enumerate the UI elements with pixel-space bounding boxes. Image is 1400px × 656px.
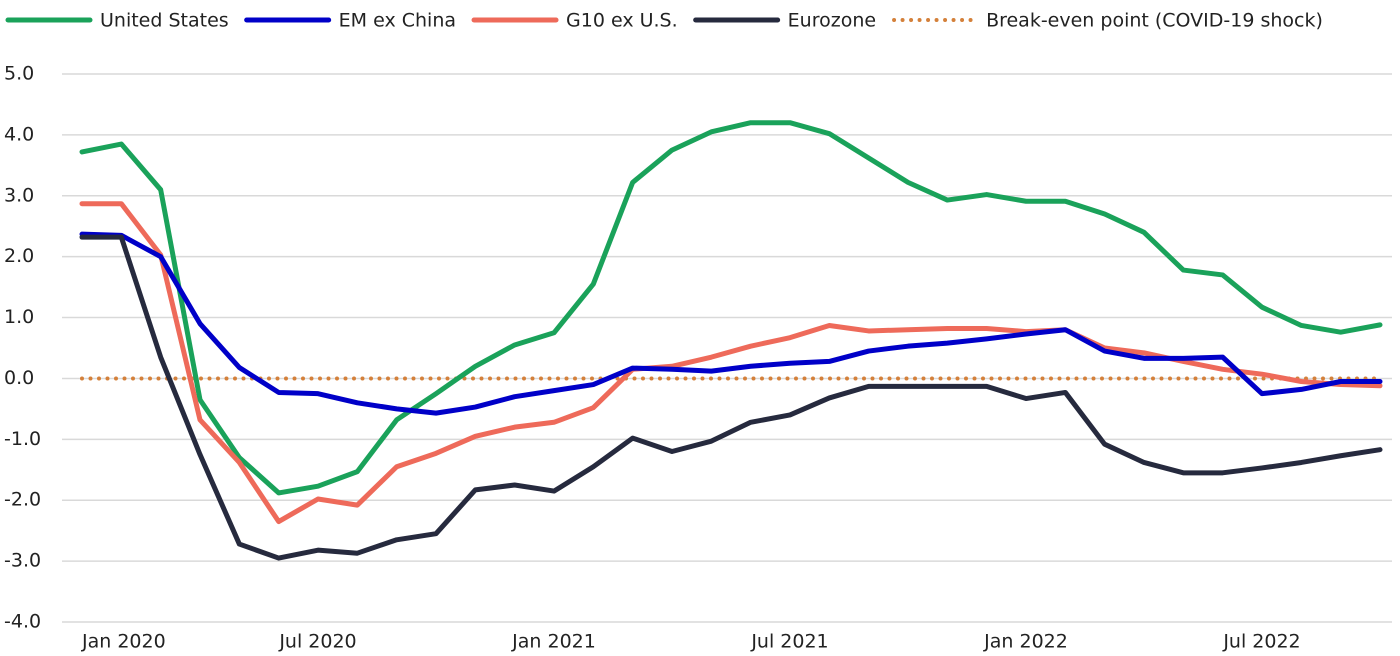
series-line [79, 231, 1383, 416]
legend-label: Break-even point (COVID-19 shock) [986, 10, 1323, 32]
x-tick-label: Jul 2022 [1222, 631, 1300, 653]
legend-label: G10 ex U.S. [566, 10, 678, 32]
y-tick-label: 3.0 [4, 184, 34, 206]
x-tick-label: Jan 2022 [983, 631, 1068, 653]
y-tick-label: -4.0 [4, 611, 41, 633]
y-tick-label: 1.0 [4, 306, 34, 328]
y-tick-label: 5.0 [4, 63, 34, 85]
x-tick-label: Jan 2021 [511, 631, 596, 653]
series-line [79, 120, 1383, 496]
y-tick-label: 4.0 [4, 123, 34, 145]
legend-label: EM ex China [339, 10, 456, 32]
legend-label: United States [100, 10, 229, 32]
y-tick-label: -1.0 [4, 428, 41, 450]
x-tick-label: Jan 2020 [81, 631, 166, 653]
x-tick-label: Jul 2021 [750, 631, 828, 653]
x-tick-label: Jul 2020 [278, 631, 356, 653]
y-tick-label: -2.0 [4, 489, 41, 511]
legend-label: Eurozone [788, 10, 876, 32]
y-tick-label: 2.0 [4, 245, 34, 267]
y-tick-label: 0.0 [4, 367, 34, 389]
y-tick-label: -3.0 [4, 550, 41, 572]
series-line [79, 234, 1383, 561]
